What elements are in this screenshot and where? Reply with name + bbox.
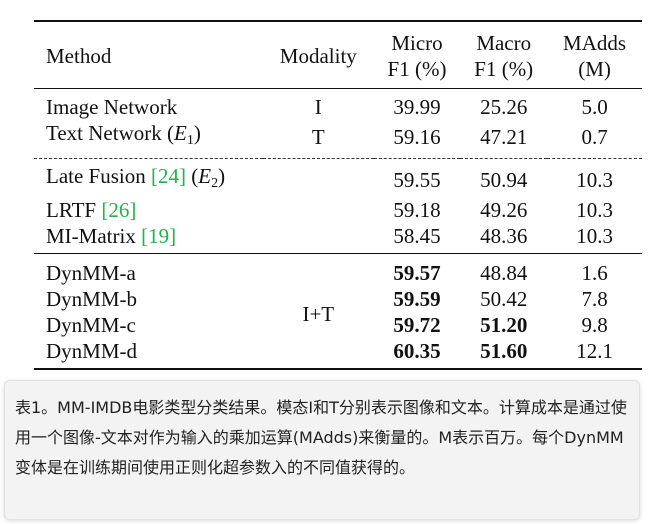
method-cell: Late Fusion [24] (E2) [46,164,226,191]
method-cell: Image Network [46,95,178,119]
madds-cell: 7.8 [581,287,608,311]
table-row: MI-Matrix [19] 58.45 48.36 10.3 [34,223,642,254]
results-table: Method Modality Micro F1 (%) Macro F1 (%) … [34,20,642,370]
citation-link[interactable]: [26] [101,198,137,222]
method-cell: DynMM-a [46,261,136,285]
micro-f1-cell: 59.18 [393,198,441,222]
madds-cell: 9.8 [581,313,608,337]
macro-f1-cell: 50.94 [480,168,528,192]
micro-f1-cell: 59.16 [393,125,441,149]
macro-f1-cell: 51.60 [480,339,528,363]
madds-cell: 10.3 [576,224,613,248]
micro-f1-cell: 60.35 [393,339,441,363]
table-row: Late Fusion [24] (E2) 59.55 50.94 10.3 [34,158,642,198]
table-row: DynMM-c 59.72 51.20 9.8 [34,312,642,338]
macro-f1-cell: 25.26 [480,95,528,119]
table-row: LRTF [26] 59.18 49.26 10.3 [34,197,642,223]
macro-f1-cell: 47.21 [480,125,528,149]
micro-f1-cell: 59.55 [393,168,441,192]
header-method: Method [46,44,112,68]
modality-cell: I+T [302,302,335,326]
micro-f1-cell: 58.45 [393,224,441,248]
header-modality: Modality [279,44,357,68]
method-cell: LRTF [26] [46,198,137,222]
micro-f1-cell: 59.72 [393,313,441,337]
method-cell: DynMM-d [46,339,138,363]
micro-f1-cell: 59.59 [393,287,441,311]
madds-cell: 0.7 [581,125,608,149]
table-row: DynMM-a I+T 59.57 48.84 1.6 [34,253,642,326]
modality-cell [263,223,374,254]
madds-cell: 5.0 [581,95,608,119]
macro-f1-cell: 48.36 [480,224,528,248]
modality-cell: I [314,95,322,119]
macro-f1-cell: 48.84 [480,261,528,285]
method-cell: Text Network (E1) [46,121,201,148]
citation-link[interactable]: [24] [151,164,186,188]
table-row: Text Network (E1) T 59.16 47.21 0.7 [34,120,642,159]
modality-cell [263,159,374,198]
header-macro-f1: Macro F1 (%) [474,31,534,81]
modality-cell [263,197,374,223]
header-micro-f1: Micro F1 (%) [387,31,447,81]
citation-link[interactable]: [19] [141,224,177,248]
translated-caption: 表1。MM-IMDB电影类型分类结果。模态I和T分别表示图像和文本。计算成本是通… [4,380,640,520]
method-cell: DynMM-c [46,313,136,337]
method-cell: DynMM-b [46,287,138,311]
table-row: Image Network I 39.99 25.26 5.0 [34,88,642,121]
caption-text: 表1。MM-IMDB电影类型分类结果。模态I和T分别表示图像和文本。计算成本是通… [15,398,627,477]
table-row: DynMM-b 59.59 50.42 7.8 [34,286,642,312]
madds-cell: 1.6 [581,261,608,285]
macro-f1-cell: 49.26 [480,198,528,222]
method-cell: MI-Matrix [19] [46,224,177,248]
micro-f1-cell: 39.99 [393,95,441,119]
madds-cell: 12.1 [576,339,613,363]
madds-cell: 10.3 [576,168,613,192]
modality-cell: T [311,125,325,149]
micro-f1-cell: 59.57 [393,261,441,285]
header-madds: MAdds (M) [563,31,627,81]
madds-cell: 10.3 [576,198,613,222]
macro-f1-cell: 51.20 [480,313,528,337]
macro-f1-cell: 50.42 [480,287,528,311]
